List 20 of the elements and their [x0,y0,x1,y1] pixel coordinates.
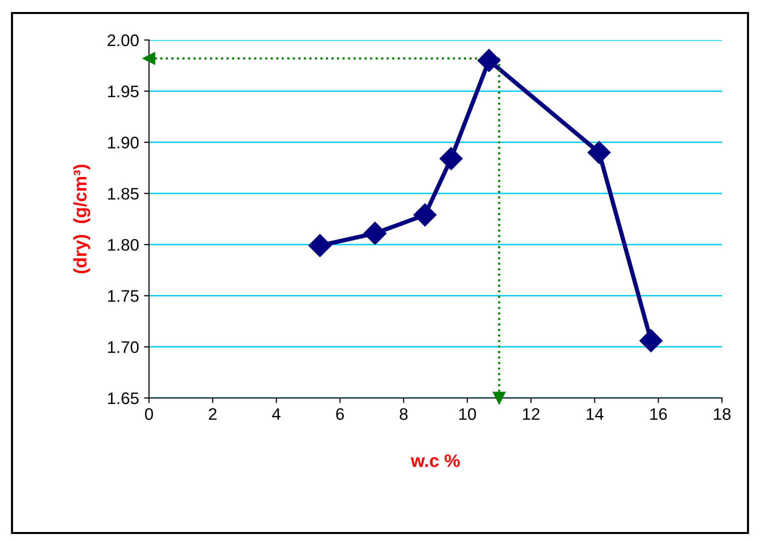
y-tick-label: 1.75 [108,290,139,302]
y-tick-label: 1.95 [108,86,139,98]
y-tick-label: 1.90 [108,136,139,148]
x-axis-title: w.c % [410,454,460,468]
x-tick-label: 0 [145,408,153,420]
y-axis-title: (dry) (g/cm³) [73,164,90,274]
x-tick-label: 14 [586,408,604,420]
x-tick-label: 12 [523,408,540,420]
y-tick-label: 1.65 [108,392,139,404]
x-tick-label: 10 [459,408,476,420]
y-tick-label: 1.80 [108,238,139,251]
x-tick-label: 18 [714,408,731,420]
x-tick-label: 2 [208,408,216,420]
x-tick-label: 8 [400,408,408,420]
x-tick-label: 6 [336,408,344,420]
y-tick-label: 1.70 [108,341,139,354]
x-tick-label: 4 [272,408,280,420]
x-tick-label: 16 [650,408,667,420]
y-tick-label: 2.00 [108,34,139,46]
y-tick-label: 1.85 [108,188,139,200]
